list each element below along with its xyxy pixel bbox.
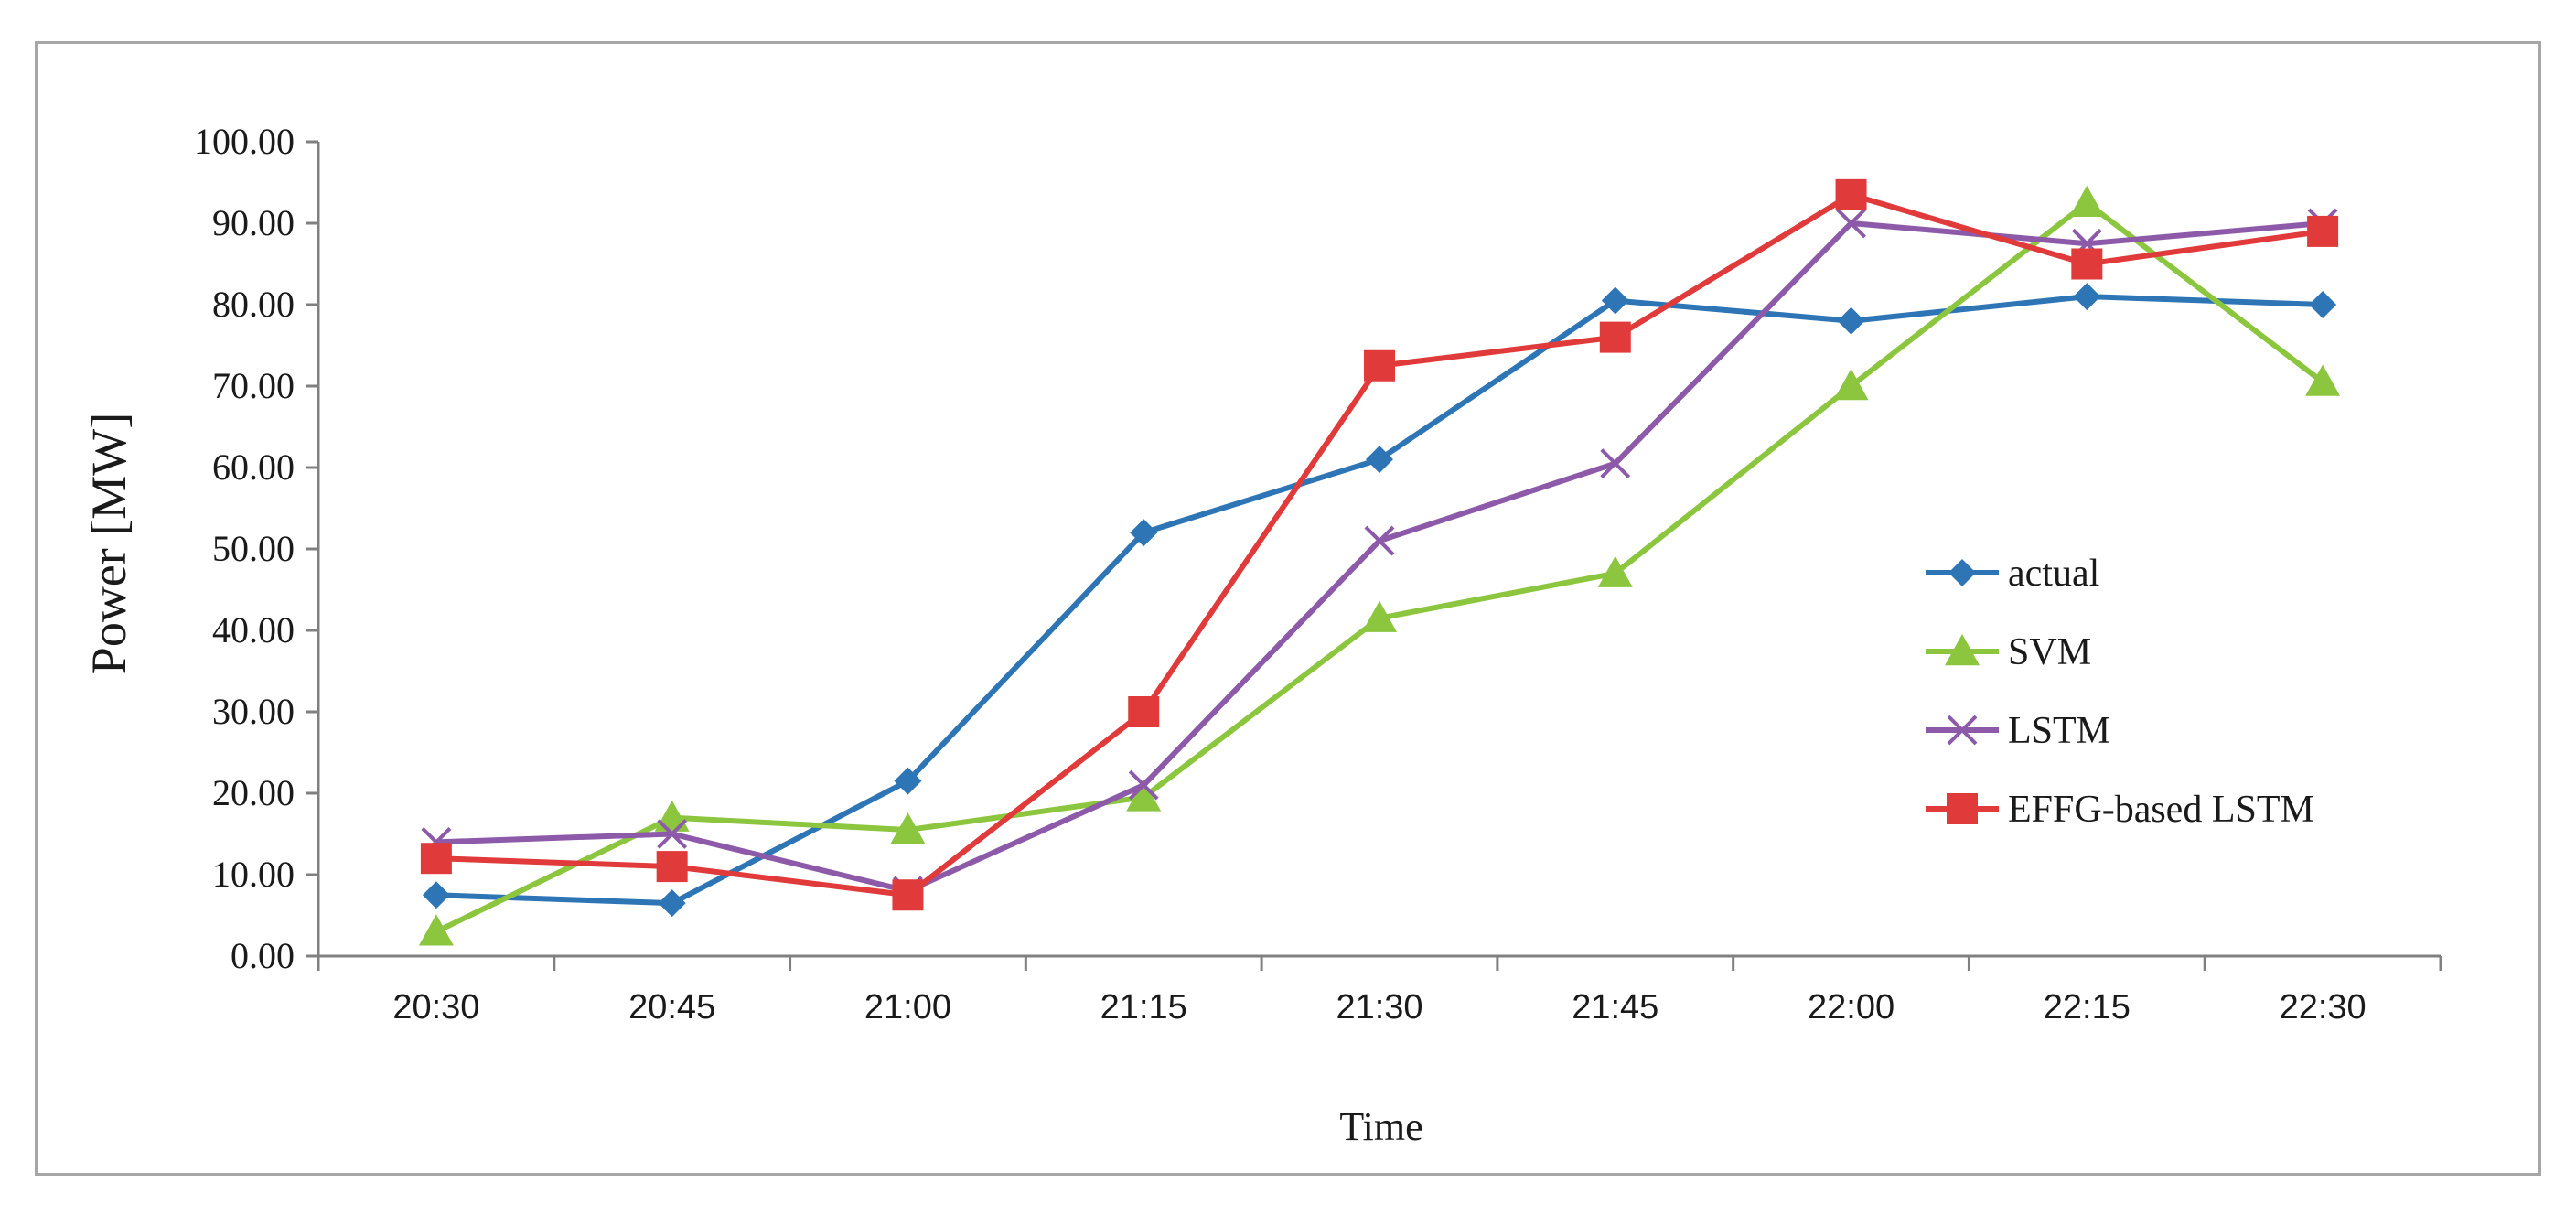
- data-point-svm: [2069, 185, 2105, 217]
- legend-marker: [1945, 634, 1980, 666]
- x-tick-label: 20:45: [628, 988, 715, 1027]
- y-tick-label: 30.00: [212, 691, 295, 732]
- data-point-effg-based-lstm: [892, 879, 924, 911]
- series-effg-based-lstm: [420, 178, 2339, 911]
- data-point-effg-based-lstm: [1835, 178, 1867, 210]
- y-axis-title: Power [MW]: [81, 413, 136, 674]
- data-point-actual: [894, 767, 922, 795]
- x-tick-label: 21:30: [1336, 988, 1422, 1027]
- legend-label: SVM: [2008, 631, 2091, 673]
- data-point-effg-based-lstm: [1599, 321, 1631, 353]
- y-tick-label: 20.00: [212, 772, 295, 813]
- data-point-effg-based-lstm: [1364, 349, 1395, 382]
- x-tick-labels: 20:30 20:45 21:00 21:15 21:30 21:45 22:00 22:15…: [392, 988, 2366, 1027]
- data-point-svm: [1833, 369, 1869, 401]
- x-tick-label: 22:30: [2280, 988, 2367, 1027]
- data-point-actual: [658, 889, 686, 918]
- data-point-effg-based-lstm: [2071, 248, 2103, 280]
- data-point-actual: [1130, 519, 1158, 547]
- legend-label: EFFG-based LSTM: [2008, 789, 2314, 831]
- data-point-lstm: [1128, 769, 1159, 801]
- y-tick-label: 90.00: [212, 202, 295, 243]
- data-point-effg-based-lstm: [1128, 696, 1160, 727]
- x-tick-label: 22:15: [2044, 988, 2131, 1027]
- data-point-svm: [1126, 780, 1162, 812]
- y-tick-label: 0.00: [231, 935, 295, 976]
- data-point-lstm: [657, 819, 688, 849]
- legend-marker: [1947, 715, 1978, 746]
- x-tick-label: 21:45: [1572, 988, 1658, 1027]
- data-point-actual: [2073, 283, 2101, 311]
- y-tick-label: 70.00: [212, 365, 295, 406]
- data-point-effg-based-lstm: [656, 851, 688, 883]
- data-point-svm: [1362, 600, 1397, 632]
- data-point-actual: [1366, 446, 1393, 474]
- data-point-svm: [2305, 364, 2341, 396]
- data-point-svm: [418, 914, 454, 946]
- legend-item-svm: SVM: [1926, 631, 2091, 673]
- legend-label: LSTM: [2008, 710, 2110, 752]
- x-tick-label: 22:00: [1808, 988, 1894, 1027]
- y-tick-labels: 0.00 10.00 20.00 30.00 40.00 50.00 60.00 70.00 8…: [194, 121, 295, 976]
- y-tick-label: 60.00: [212, 446, 295, 488]
- x-axis-title: Time: [1339, 1104, 1422, 1149]
- data-point-actual: [2309, 291, 2337, 318]
- legend-marker: [1947, 793, 1978, 824]
- legend-item-effg-based-lstm: EFFG-based LSTM: [1926, 789, 2314, 831]
- x-tick-label: 21:15: [1100, 988, 1187, 1027]
- y-tick-label: 40.00: [212, 609, 295, 651]
- legend-item-lstm: LSTM: [1926, 710, 2110, 752]
- data-point-lstm: [1836, 208, 1866, 239]
- legend-marker: [1948, 559, 1976, 586]
- data-point-actual: [1601, 286, 1629, 315]
- data-point-effg-based-lstm: [2307, 215, 2339, 247]
- legend-item-actual: actual: [1926, 553, 2099, 595]
- data-point-svm: [890, 812, 926, 844]
- series-actual: [422, 283, 2337, 918]
- legend-label: actual: [2008, 553, 2099, 595]
- data-point-actual: [1837, 306, 1865, 335]
- y-tick-label: 80.00: [212, 284, 295, 325]
- y-tick-label: 100.00: [194, 121, 295, 162]
- y-tick-label: 10.00: [212, 854, 295, 895]
- data-point-effg-based-lstm: [420, 843, 452, 875]
- x-tick-label: 21:00: [864, 988, 951, 1027]
- data-point-lstm: [1364, 525, 1395, 556]
- series-lines: [418, 178, 2341, 946]
- axes: [306, 140, 2442, 971]
- legend: actual SVM LSTM EFFG-based LSTM: [1926, 553, 2314, 831]
- y-tick-label: 50.00: [212, 528, 295, 569]
- data-point-actual: [422, 881, 450, 909]
- x-tick-label: 20:30: [392, 988, 479, 1027]
- data-point-lstm: [1600, 448, 1631, 478]
- data-point-svm: [1597, 555, 1633, 587]
